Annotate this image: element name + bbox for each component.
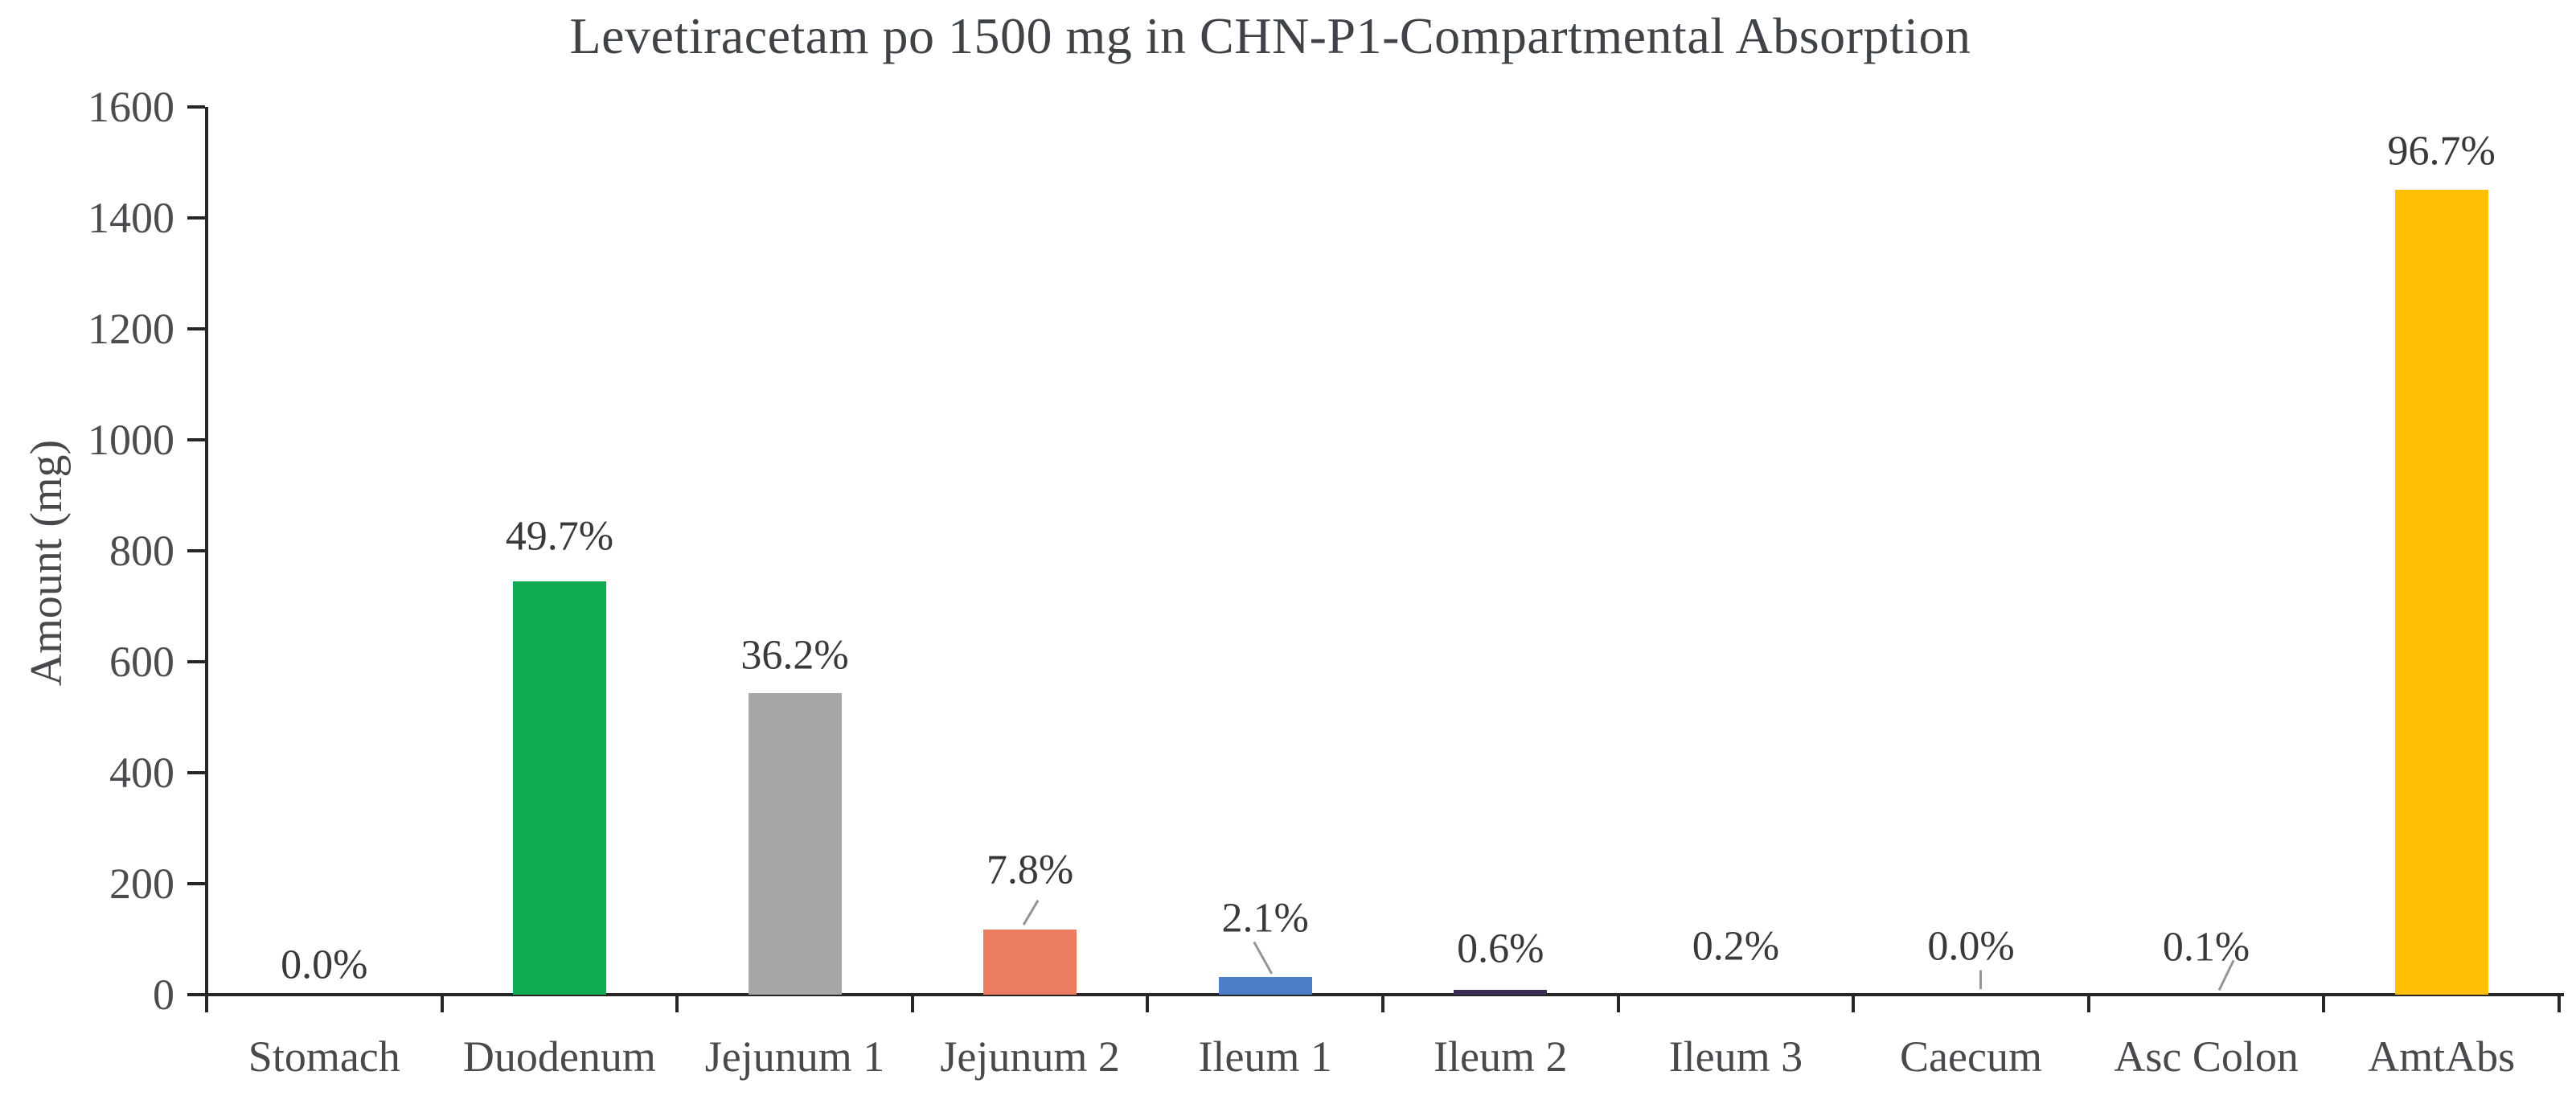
y-axis-tick (187, 993, 205, 996)
y-axis-tick (187, 882, 205, 885)
bar-amtabs (2394, 190, 2488, 995)
data-label-amtabs: 96.7% (2387, 128, 2496, 174)
bar-ileum-2 (1454, 989, 1548, 995)
data-label-jejunum-2: 7.8% (986, 847, 1074, 893)
x-axis-category-label-jejunum-2: Jejunum 2 (940, 1032, 1120, 1081)
bar-duodenum (512, 581, 606, 995)
data-label-duodenum: 49.7% (505, 513, 614, 560)
data-label-jejunum-1: 36.2% (740, 632, 849, 679)
y-axis-tick (187, 549, 205, 552)
x-axis-category-label-ileum-2: Ileum 2 (1434, 1032, 1568, 1081)
x-axis-tick (1146, 995, 1150, 1012)
y-axis-tick (187, 216, 205, 220)
y-axis-tick-label: 1600 (88, 83, 174, 131)
y-axis-tick-label: 1000 (88, 416, 174, 464)
bar-jejunum-2 (983, 930, 1077, 995)
x-axis-tick (1616, 995, 1620, 1012)
x-axis-tick (1852, 995, 1856, 1012)
x-axis-tick (440, 995, 444, 1012)
leader-line-jejunum-2 (1022, 899, 1040, 926)
x-axis-tick (2086, 995, 2090, 1012)
y-axis-tick-label: 400 (109, 749, 174, 797)
chart-title: Levetiracetam po 1500 mg in CHN-P1-Compa… (569, 7, 1971, 64)
x-axis-tick (910, 995, 914, 1012)
x-axis-category-label-caecum: Caecum (1900, 1032, 2042, 1081)
x-axis-tick (2322, 995, 2326, 1012)
plot-area: 0 200 400 600 800 1000 1200 1400 1600 0.0% 49.7% 3… (88, 83, 2564, 1081)
x-axis-tick (205, 995, 208, 1012)
data-label-caecum: 0.0% (1927, 923, 2015, 970)
x-axis-category-label-stomach: Stomach (248, 1032, 400, 1081)
x-axis-line (205, 993, 2564, 996)
x-axis-category-label-asc-colon: Asc Colon (2114, 1032, 2299, 1081)
y-axis-tick-label: 1400 (88, 194, 174, 242)
y-axis-tick (187, 438, 205, 441)
data-label-stomach: 0.0% (281, 942, 368, 988)
y-axis-tick-label: 0 (153, 971, 174, 1019)
y-axis-tick-label: 1200 (88, 305, 174, 353)
y-axis-tick (187, 771, 205, 774)
data-label-ileum-1: 2.1% (1221, 895, 1309, 942)
y-axis-tick (187, 327, 205, 330)
y-axis-line (205, 107, 208, 996)
x-axis-tick (2558, 995, 2561, 1012)
x-axis-category-label-duodenum: Duodenum (462, 1032, 656, 1081)
y-axis-tick-label: 800 (109, 527, 174, 575)
y-axis-tick-label: 200 (109, 860, 174, 908)
data-label-asc-colon: 0.1% (2162, 924, 2250, 971)
y-axis-tick (187, 105, 205, 109)
x-axis-category-label-amtabs: AmtAbs (2368, 1032, 2516, 1081)
x-axis-category-label-ileum-3: Ileum 3 (1668, 1032, 1803, 1081)
data-label-ileum-2: 0.6% (1457, 926, 1544, 972)
bar-ileum-1 (1218, 977, 1312, 995)
x-axis-tick (675, 995, 679, 1012)
y-axis-title: Amount (mg) (22, 439, 72, 687)
x-axis-tick (1381, 995, 1384, 1012)
bar-jejunum-1 (748, 693, 842, 995)
x-axis-category-label-jejunum-1: Jejunum 1 (704, 1032, 885, 1081)
y-axis-tick (187, 660, 205, 663)
x-axis-category-label-ileum-1: Ileum 1 (1198, 1032, 1332, 1081)
data-label-ileum-3: 0.2% (1692, 923, 1780, 970)
y-axis-tick-label: 600 (109, 638, 174, 686)
leader-line-ileum-1 (1253, 941, 1274, 975)
